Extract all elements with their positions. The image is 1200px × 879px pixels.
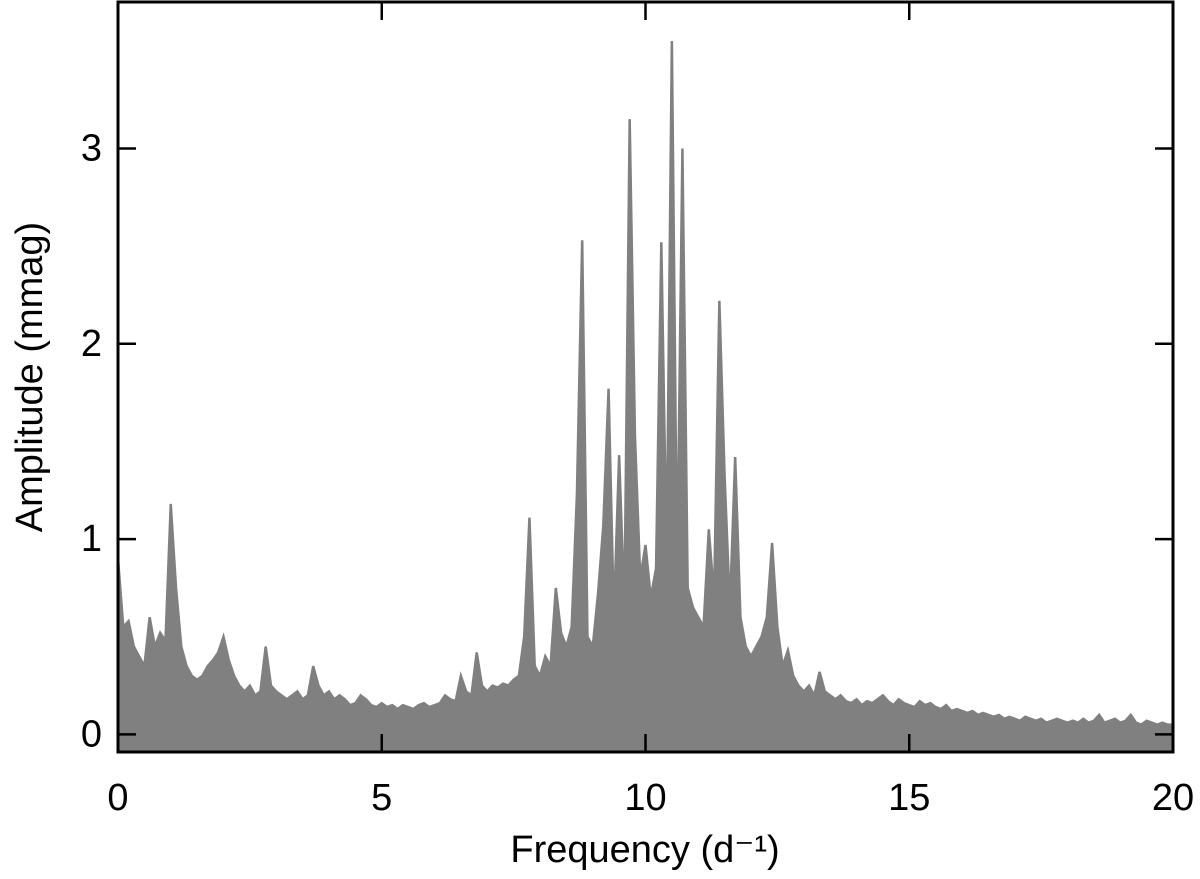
y-axis-label: Amplitude (mmag) [9,222,51,532]
x-tick-label: 0 [107,777,128,819]
x-axis-label: Frequency (d⁻¹) [510,829,779,871]
x-tick-label: 10 [624,777,666,819]
x-tick-label: 5 [371,777,392,819]
spectrum-area [116,41,1175,754]
y-tick-label: 1 [81,518,102,560]
y-tick-label: 0 [81,713,102,755]
plot-frame [116,0,1175,754]
x-tick-label: 20 [1152,777,1194,819]
y-tick-label: 2 [81,323,102,365]
y-tick-label: 3 [81,128,102,170]
x-tick-label: 15 [888,777,930,819]
